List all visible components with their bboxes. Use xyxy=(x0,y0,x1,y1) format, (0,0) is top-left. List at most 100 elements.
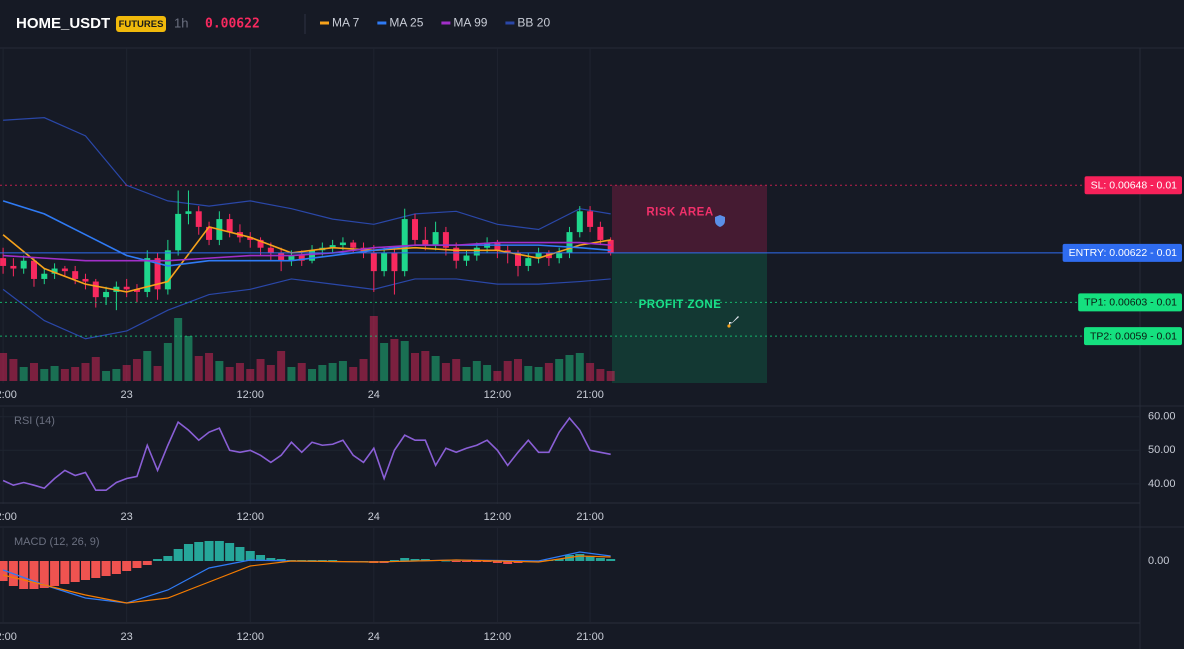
histogram-bar xyxy=(317,560,327,561)
volume-bar xyxy=(441,363,450,381)
x-tick-label: 21:00 xyxy=(576,511,604,523)
ma-line xyxy=(2,200,611,267)
panel-label: MACD (12, 26, 9) xyxy=(14,536,100,548)
shield-shape xyxy=(715,215,725,227)
candle-body xyxy=(587,211,594,227)
histogram-bar xyxy=(235,547,245,561)
candle-body xyxy=(41,273,48,279)
histogram-bar xyxy=(441,561,451,562)
candle-body xyxy=(607,239,614,253)
x-tick-label: 12:00 xyxy=(484,511,512,523)
histogram-bar xyxy=(554,559,564,561)
histogram-bar xyxy=(132,561,142,568)
candle-body xyxy=(535,252,542,259)
candle-body xyxy=(597,226,604,240)
legend-label: MA 99 xyxy=(453,16,487,30)
histogram-bar xyxy=(122,561,132,571)
volume-bar xyxy=(235,363,244,381)
candle-body xyxy=(288,255,295,261)
x-tick-label: 24 xyxy=(368,631,380,643)
candle-body xyxy=(267,247,274,253)
volume-bar xyxy=(184,336,193,381)
volume-bar xyxy=(287,367,296,381)
candle-body xyxy=(422,239,429,246)
ma-line xyxy=(2,226,611,293)
legend-label: MA 7 xyxy=(332,16,360,30)
volume-bar xyxy=(462,367,471,381)
volume-bar xyxy=(606,371,615,381)
volume-bar xyxy=(40,369,49,381)
volume-bar xyxy=(256,359,265,381)
volume-bar xyxy=(215,361,224,381)
y-tick-label: 60.00 xyxy=(1148,411,1176,423)
histogram-bar xyxy=(266,558,276,561)
volume-bar xyxy=(318,365,327,381)
histogram-bar xyxy=(80,561,90,580)
candle-body xyxy=(92,281,99,298)
level-label-bg xyxy=(1062,243,1182,262)
volume-bar xyxy=(91,357,100,381)
volume-bar xyxy=(225,367,234,381)
volume-bar xyxy=(163,343,172,381)
volume-bar xyxy=(205,353,214,381)
histogram-bar xyxy=(173,549,183,561)
candle-body xyxy=(20,260,27,269)
candle-body xyxy=(463,255,470,261)
candle-body xyxy=(195,211,202,227)
histogram-bar xyxy=(585,556,595,561)
histogram-bar xyxy=(194,542,204,561)
x-tick-label: 12:00 xyxy=(0,631,17,643)
volume-bar xyxy=(380,343,389,381)
candle-body xyxy=(309,250,316,261)
x-tick-label: 12:00 xyxy=(0,389,17,401)
histogram-bar xyxy=(276,559,286,561)
candle-body xyxy=(329,245,336,248)
histogram-bar xyxy=(60,561,70,584)
volume-bar xyxy=(153,366,162,381)
candle-body xyxy=(185,211,192,214)
x-tick-label: 24 xyxy=(368,389,380,401)
volume-bar xyxy=(308,369,317,381)
candle-body xyxy=(103,291,110,298)
volume-bar xyxy=(328,363,337,381)
histogram-bar xyxy=(400,558,410,561)
x-tick-label: 24 xyxy=(368,511,380,523)
x-tick-label: 12:00 xyxy=(236,511,264,523)
candle-body xyxy=(247,237,254,240)
histogram-bar xyxy=(163,556,173,561)
volume-bar xyxy=(483,365,492,381)
histogram-bar xyxy=(575,554,585,561)
badge-bg xyxy=(116,16,166,32)
volume-bar xyxy=(503,361,512,381)
legend-label: BB 20 xyxy=(517,16,550,30)
candle-body xyxy=(30,260,37,279)
level-label-bg xyxy=(1084,327,1182,346)
candle-body xyxy=(432,232,439,246)
candle-body xyxy=(412,219,419,240)
zone xyxy=(612,185,767,253)
level-label: SL: 0.00648 - 0.01 xyxy=(1091,180,1178,192)
candle-body xyxy=(494,242,501,251)
volume-bar xyxy=(143,351,152,381)
candle-body xyxy=(226,219,233,233)
candle-body xyxy=(576,211,583,233)
histogram-bar xyxy=(214,541,224,561)
candle-body xyxy=(164,250,171,290)
histogram-bar xyxy=(606,559,616,561)
level-label-bg xyxy=(1084,176,1182,195)
histogram-bar xyxy=(183,544,193,561)
candle-body xyxy=(144,258,151,292)
histogram-bar xyxy=(39,561,49,588)
candle-body xyxy=(61,268,68,272)
last-price: 0.00622 xyxy=(205,17,260,32)
histogram-bar xyxy=(0,561,8,581)
level-label-bg xyxy=(1078,293,1182,312)
volume-bar xyxy=(575,353,584,381)
volume-bar xyxy=(277,351,286,381)
candle-body xyxy=(370,252,377,272)
volume-bar xyxy=(411,353,420,381)
histogram-bar xyxy=(204,541,214,561)
volume-bar xyxy=(596,369,605,381)
macd-line xyxy=(2,551,611,604)
histogram-bar xyxy=(297,560,307,561)
